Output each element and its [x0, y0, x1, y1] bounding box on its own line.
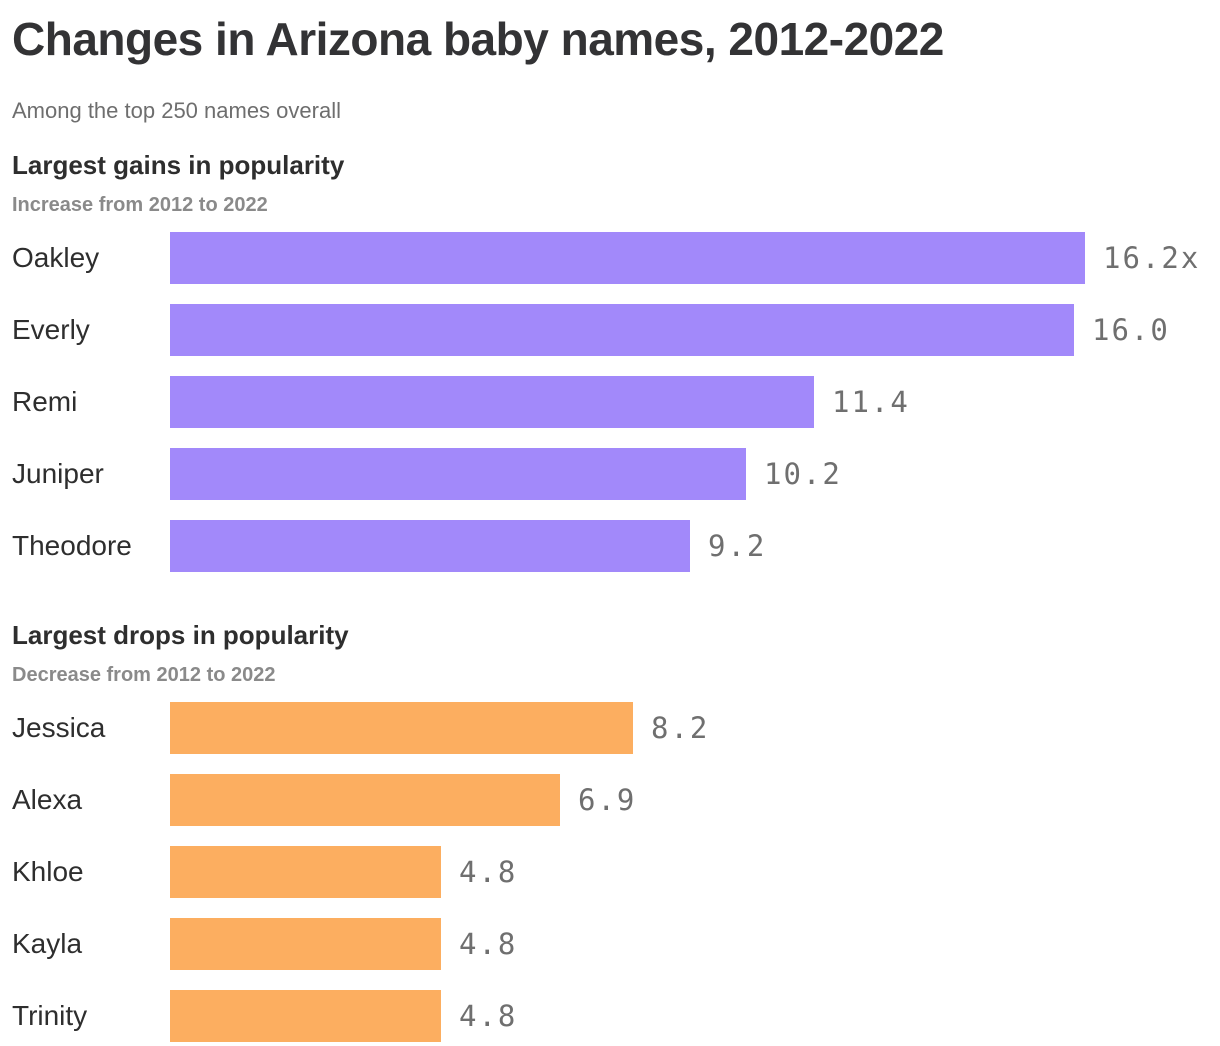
bar-row: Kayla 4.8	[12, 917, 1208, 970]
bar	[170, 231, 1085, 284]
chart-section-gains: Largest gains in popularity Increase fro…	[12, 150, 1208, 572]
bar-row: Everly 16.0	[12, 303, 1208, 356]
category-label: Trinity	[12, 999, 88, 1031]
bar-row: Remi 11.4	[12, 375, 1208, 428]
value-label: 10.2	[764, 456, 842, 491]
gains-section-subheading: Increase from 2012 to 2022	[12, 193, 268, 216]
value-label: 11.4	[832, 384, 910, 419]
bar-row: Oakley 16.2x	[12, 231, 1208, 284]
chart-section-drops: Largest drops in popularity Decrease fro…	[12, 620, 1208, 1042]
category-label: Khloe	[12, 855, 84, 887]
bar	[170, 375, 814, 428]
value-label: 4.8	[459, 998, 518, 1033]
bar-row: Theodore 9.2	[12, 519, 1208, 572]
bar	[170, 303, 1074, 356]
value-label: 8.2	[651, 710, 710, 745]
category-label: Juniper	[12, 457, 104, 489]
category-label: Alexa	[12, 783, 83, 815]
bar-row: Alexa 6.9	[12, 773, 1208, 826]
gains-section-heading: Largest gains in popularity	[12, 149, 345, 180]
bar-row: Jessica 8.2	[12, 701, 1208, 754]
category-label: Oakley	[12, 241, 100, 273]
value-label: 4.8	[459, 854, 518, 889]
value-label: 9.2	[708, 528, 767, 563]
category-label: Remi	[12, 385, 78, 417]
category-label: Jessica	[12, 711, 106, 743]
drops-section-subheading: Decrease from 2012 to 2022	[12, 663, 276, 686]
category-label: Everly	[12, 313, 90, 345]
drops-bar-rows: Jessica 8.2 Alexa 6.9 Khloe 4.8 Kayla 4.8 Trinit…	[12, 701, 1208, 1042]
category-label: Theodore	[12, 529, 132, 561]
bar-row: Trinity 4.8	[12, 989, 1208, 1042]
value-label: 16.0	[1092, 312, 1170, 347]
bar	[170, 447, 746, 500]
bar	[170, 701, 633, 754]
drops-section-heading: Largest drops in popularity	[12, 619, 349, 650]
bar	[170, 773, 560, 826]
value-label: 6.9	[578, 782, 637, 817]
bar-row: Khloe 4.8	[12, 845, 1208, 898]
bar	[170, 845, 441, 898]
page-subtitle: Among the top 250 names overall	[12, 97, 341, 123]
value-label: 16.2x	[1103, 240, 1201, 275]
gains-bar-rows: Oakley 16.2x Everly 16.0 Remi 11.4 Juniper 10.2…	[12, 231, 1208, 572]
page-title: Changes in Arizona baby names, 2012-2022	[12, 13, 944, 65]
bar	[170, 989, 441, 1042]
value-label: 4.8	[459, 926, 518, 961]
bar	[170, 917, 441, 970]
chart-page: Changes in Arizona baby names, 2012-2022…	[12, 14, 1208, 1042]
bar-row: Juniper 10.2	[12, 447, 1208, 500]
category-label: Kayla	[12, 927, 83, 959]
bar	[170, 519, 690, 572]
